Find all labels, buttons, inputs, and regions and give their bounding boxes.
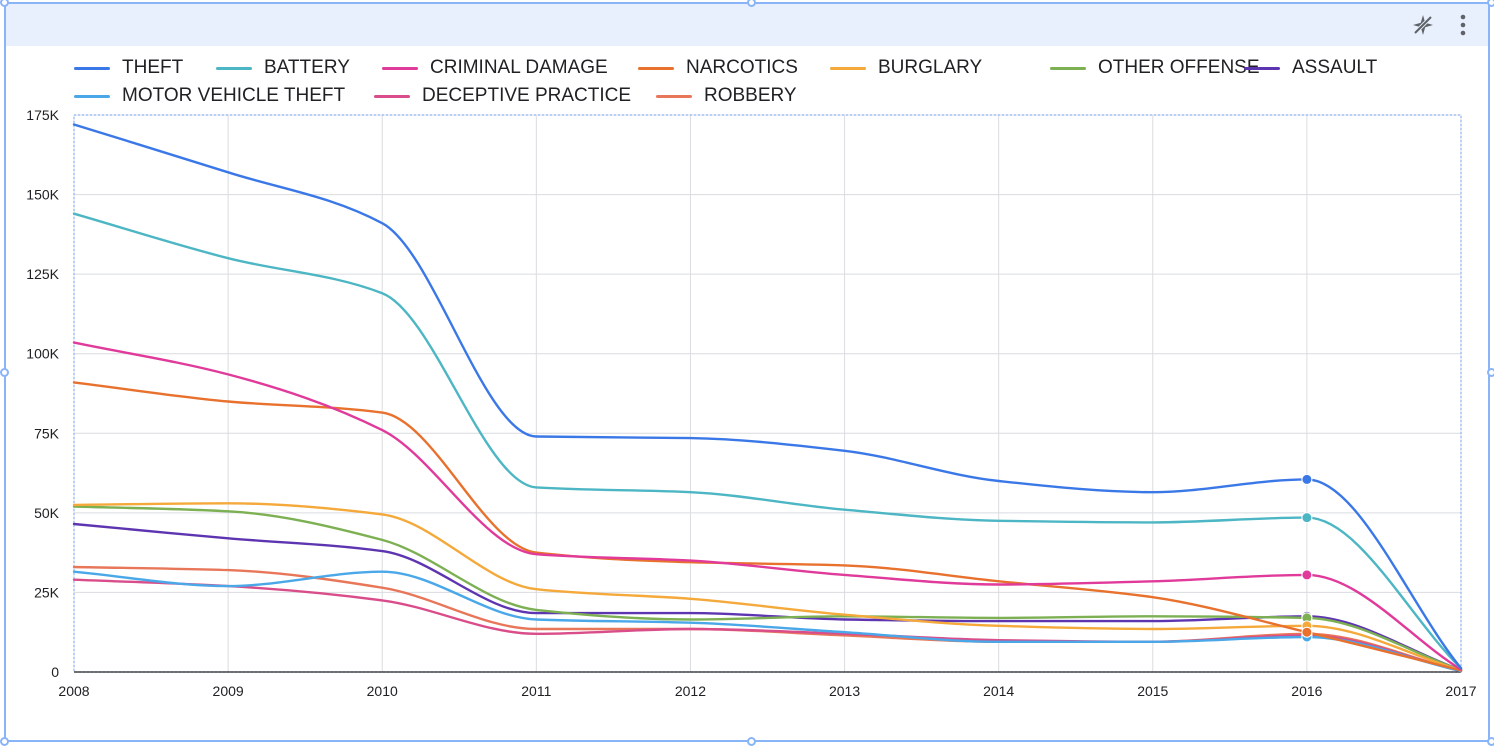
legend-item-theft[interactable]: THEFT — [74, 57, 183, 79]
legend-swatch — [74, 94, 110, 98]
resize-handle-top-left[interactable] — [0, 0, 9, 7]
legend-item-deceptive-practice[interactable]: DECEPTIVE PRACTICE — [374, 85, 631, 107]
legend-swatch — [216, 66, 252, 70]
legend-label: ASSAULT — [1292, 57, 1378, 78]
x-tick-label: 2014 — [983, 683, 1014, 699]
legend-swatch — [382, 66, 418, 70]
series-line-motor-vehicle-theft[interactable] — [72, 570, 1463, 673]
legend-swatch — [1050, 66, 1086, 70]
y-tick-label: 75K — [34, 425, 60, 441]
y-tick-label: 100K — [26, 346, 59, 362]
resize-handle-bottom-right[interactable] — [1487, 737, 1494, 746]
y-tick-label: 50K — [34, 505, 60, 521]
axes: 0 25K 50K 75K 100K 125K 150K 175K 2008 2009 2010 20… — [26, 107, 1476, 699]
resize-handle-right[interactable] — [1487, 368, 1494, 377]
sparkle-off-icon[interactable] — [1411, 13, 1435, 37]
y-tick-label: 0 — [51, 664, 59, 680]
more-vert-icon[interactable] — [1453, 12, 1473, 38]
legend-swatch — [74, 66, 110, 70]
x-tick-label: 2017 — [1445, 683, 1476, 699]
legend-item-narcotics[interactable]: NARCOTICS — [638, 57, 798, 79]
legend-item-criminal-damage[interactable]: CRIMINAL DAMAGE — [382, 57, 608, 79]
x-tick-label: 2013 — [829, 683, 860, 699]
data-point-battery[interactable] — [1301, 512, 1313, 524]
x-tick-label: 2012 — [675, 683, 706, 699]
legend-label: CRIMINAL DAMAGE — [430, 57, 608, 78]
legend-label: MOTOR VEHICLE THEFT — [122, 85, 346, 106]
series-line-battery[interactable] — [72, 212, 1463, 670]
legend-label: NARCOTICS — [686, 57, 798, 78]
series-line-assault[interactable] — [72, 522, 1463, 672]
legend-label: BURGLARY — [878, 57, 983, 78]
legend-swatch — [830, 66, 866, 70]
legend-swatch — [656, 94, 692, 98]
series-lines — [72, 123, 1463, 673]
series-line-burglary[interactable] — [72, 502, 1463, 672]
legend-label: DECEPTIVE PRACTICE — [422, 85, 632, 106]
resize-handle-bottom-left[interactable] — [0, 737, 9, 746]
x-tick-label: 2011 — [521, 683, 551, 699]
data-point-criminal-damage[interactable] — [1301, 569, 1313, 581]
plot-area-selection — [73, 114, 1462, 673]
legend-label: THEFT — [122, 57, 184, 78]
x-tick-label: 2009 — [213, 683, 244, 699]
legend-item-battery[interactable]: BATTERY — [216, 57, 350, 79]
data-point-theft[interactable] — [1301, 473, 1313, 485]
legend-item-assault[interactable]: ASSAULT — [1244, 57, 1377, 79]
resize-handle-top-right[interactable] — [1487, 0, 1494, 7]
resize-handle-left[interactable] — [0, 368, 9, 377]
y-tick-label: 25K — [34, 584, 60, 600]
series-line-narcotics[interactable] — [72, 381, 1463, 672]
grid-lines — [73, 114, 1462, 673]
y-tick-label: 125K — [26, 266, 59, 282]
series-line-criminal-damage[interactable] — [72, 341, 1463, 671]
legend-label: BATTERY — [264, 57, 350, 78]
data-point-narcotics[interactable] — [1301, 626, 1313, 638]
series-line-other-offense[interactable] — [72, 505, 1463, 672]
resize-handle-bottom[interactable] — [747, 737, 756, 746]
series-line-theft[interactable] — [72, 123, 1463, 670]
x-tick-label: 2015 — [1137, 683, 1168, 699]
legend-swatch — [374, 94, 410, 98]
legend-swatch — [1244, 66, 1280, 70]
legend-label: ROBBERY — [704, 85, 797, 106]
resize-handle-top[interactable] — [747, 0, 756, 7]
chart-legend: THEFT BATTERY CRIMINAL DAMAGE NARCOTICS BURG… — [74, 57, 1474, 111]
x-tick-label: 2010 — [367, 683, 398, 699]
y-tick-label: 175K — [26, 107, 59, 123]
legend-item-other-offense[interactable]: OTHER OFFENSE — [1050, 57, 1260, 79]
legend-swatch — [638, 66, 674, 70]
x-tick-label: 2016 — [1291, 683, 1322, 699]
legend-item-motor-vehicle-theft[interactable]: MOTOR VEHICLE THEFT — [74, 85, 345, 107]
x-tick-label: 2008 — [58, 683, 89, 699]
legend-item-robbery[interactable]: ROBBERY — [656, 85, 797, 107]
legend-label: OTHER OFFENSE — [1098, 57, 1260, 78]
series-line-deceptive-practice[interactable] — [72, 578, 1463, 673]
chart-header-bar — [6, 4, 1488, 46]
y-tick-label: 150K — [26, 187, 59, 203]
hover-markers — [1301, 473, 1313, 643]
legend-item-burglary[interactable]: BURGLARY — [830, 57, 982, 79]
